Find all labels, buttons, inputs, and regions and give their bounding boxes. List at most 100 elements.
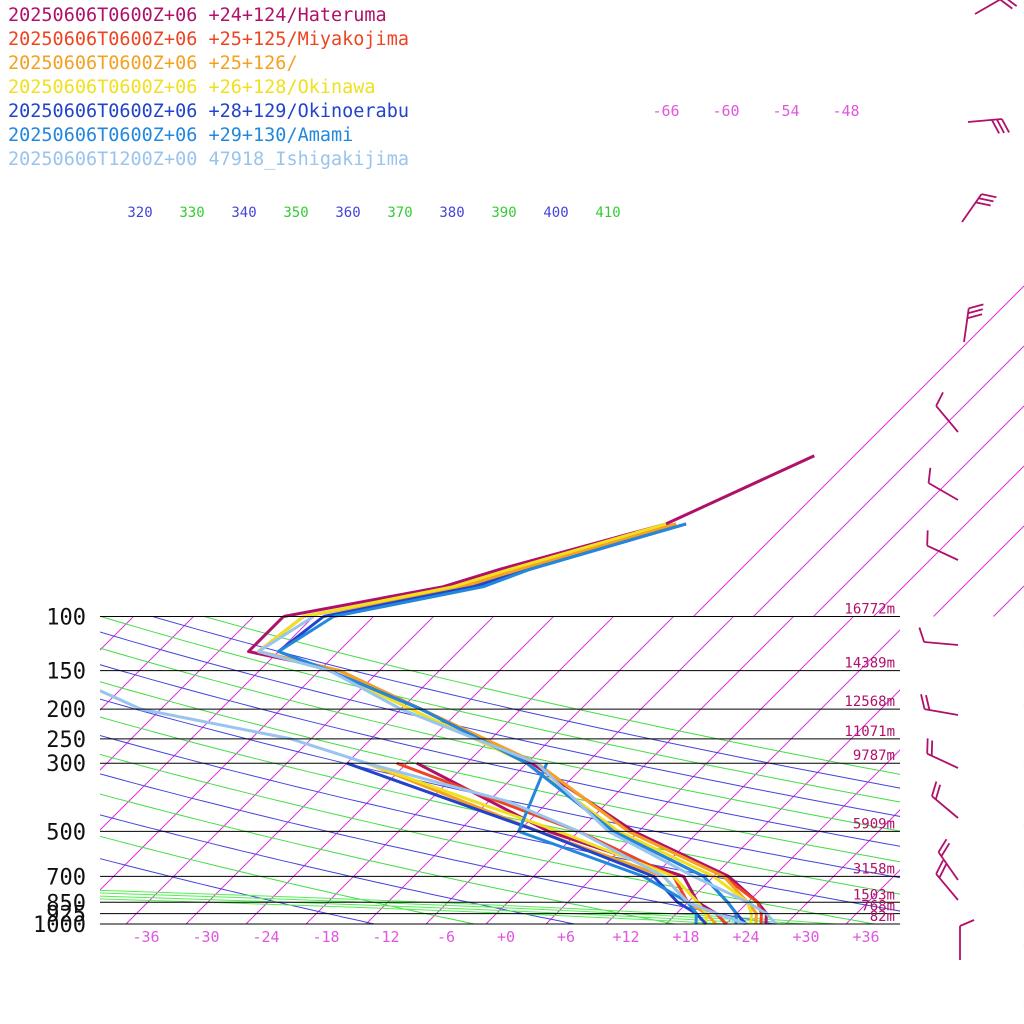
height-label: 5909m: [853, 816, 895, 832]
x-tick-label: -6: [437, 928, 455, 946]
x-tick-label: +36: [852, 928, 879, 946]
x-tick-label: +24: [732, 928, 759, 946]
isotherm-line: [966, 617, 1024, 925]
series-temperature-line: [277, 615, 738, 925]
wind-barb: [959, 919, 975, 960]
wind-barb: [927, 467, 959, 501]
isotherm-line: [305, 616, 614, 925]
pressure-tick-label: 200: [46, 698, 86, 723]
dry-adiabat-line: [100, 793, 675, 925]
isotherm-line: [993, 585, 1024, 617]
x-tick-label: +30: [792, 928, 819, 946]
pressure-tick-label: 850: [46, 891, 86, 916]
series-temperature-line: [257, 615, 778, 925]
isotherm-line: [100, 616, 374, 891]
x-tick-label: +0: [497, 928, 515, 946]
isotherm-line: [185, 616, 494, 925]
isotherm-line: [813, 405, 1024, 617]
wind-barb: [963, 303, 984, 343]
isotherm-line: [425, 616, 734, 925]
wind-barb: [931, 781, 959, 819]
wind-barb: [935, 859, 959, 901]
isotherm-top-label: -66: [652, 102, 679, 120]
dry-adiabat-line: [100, 734, 900, 912]
isotherm-line: [906, 617, 1024, 925]
height-label: 9787m: [853, 748, 895, 764]
theta-label: 320: [127, 205, 152, 221]
theta-label: 330: [179, 205, 204, 221]
x-tick-label: +6: [557, 928, 575, 946]
legend-entry: 20250606T0600Z+06 +25+125/Miyakojima: [8, 29, 409, 50]
legend-entry: 20250606T0600Z+06 +24+124/Hateruma: [8, 5, 387, 26]
legend-entry: 20250606T0600Z+06 +28+129/Okinoerabu: [8, 101, 409, 122]
legend-entry: 20250606T0600Z+06 +25+126/: [8, 53, 298, 74]
wind-barb: [967, 118, 1010, 134]
height-label: 11071m: [844, 724, 895, 740]
pressure-tick-label: 500: [46, 820, 86, 845]
height-label: 768m: [861, 899, 895, 915]
legend: 20250606T0600Z+06 +24+124/Hateruma 202506…: [8, 4, 409, 172]
legend-entry: 20250606T1200Z+00 47918_Ishigakijima: [8, 149, 409, 170]
wind-barb: [918, 627, 959, 646]
isotherm-line: [100, 616, 194, 711]
theta-label: 360: [335, 205, 360, 221]
series-temperature-line-upper: [303, 522, 667, 618]
theta-label: 400: [543, 205, 568, 221]
series-dewpoint-line: [517, 762, 698, 925]
pressure-tick-label: 925: [46, 903, 86, 928]
x-tick-label: -30: [192, 928, 219, 946]
x-tick-label: +18: [672, 928, 699, 946]
isotherm-line: [785, 809, 900, 925]
x-tick-label: -36: [132, 928, 159, 946]
isotherm-line: [125, 616, 434, 925]
theta-label: 380: [439, 205, 464, 221]
legend-entry: 20250606T0600Z+06 +29+130/Amami: [8, 125, 354, 146]
isotherm-line: [845, 869, 900, 925]
pressure-tick-label: 1000: [33, 913, 86, 938]
height-label: 3158m: [853, 861, 895, 877]
isotherm-top-label: -60: [712, 102, 739, 120]
isotherm-line: [693, 285, 1024, 617]
isotherm-top-label: -48: [832, 102, 859, 120]
height-label: 1503m: [853, 887, 895, 903]
legend-entry: 20250606T0600Z+06 +26+128/Okinawa: [8, 77, 376, 98]
theta-label: 350: [283, 205, 308, 221]
dry-adiabat-line: [100, 814, 575, 925]
isotherm-line: [665, 689, 900, 925]
height-label: 12568m: [844, 694, 895, 710]
series-dewpoint-line: [366, 761, 708, 925]
wind-barb: [937, 838, 959, 881]
isotherm-line: [933, 525, 1024, 617]
isotherm-top-label: -54: [772, 102, 799, 120]
series-dewpoint-line: [100, 689, 747, 925]
theta-label: 370: [387, 205, 412, 221]
isotherm-line: [485, 616, 794, 925]
x-tick-label: +12: [612, 928, 639, 946]
isotherm-line: [0, 617, 14, 925]
pressure-tick-label: 300: [46, 752, 86, 777]
pressure-tick-label: 100: [46, 606, 86, 631]
wind-barb: [935, 391, 959, 433]
series-temperature-line: [257, 615, 753, 925]
wind-barb: [926, 738, 959, 769]
wind-barb: [920, 694, 959, 716]
isotherm-line: [873, 465, 1024, 617]
series-temperature-line-upper: [333, 522, 687, 618]
x-tick-label: -18: [312, 928, 339, 946]
height-label: 14389m: [844, 656, 895, 672]
pressure-tick-label: 150: [46, 660, 86, 685]
theta-label: 390: [491, 205, 516, 221]
isotherm-line: [100, 616, 254, 771]
x-tick-label: -24: [252, 928, 279, 946]
wind-barb: [974, 0, 1018, 15]
pressure-tick-label: 700: [46, 865, 86, 890]
height-label: 16772m: [844, 602, 895, 618]
isotherm-line: [753, 345, 1024, 617]
pressure-tick-label: 250: [46, 728, 86, 753]
height-label: 82m: [870, 909, 895, 925]
x-tick-label: -12: [372, 928, 399, 946]
theta-label: 340: [231, 205, 256, 221]
isotherm-line: [545, 616, 854, 925]
series-dewpoint-line: [366, 761, 718, 925]
